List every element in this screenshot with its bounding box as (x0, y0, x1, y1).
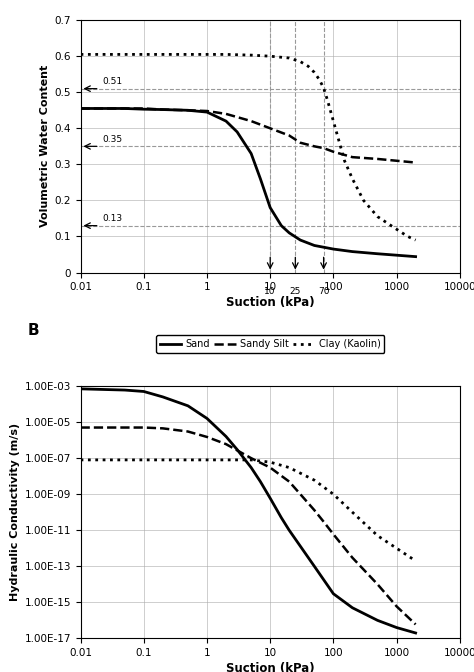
Text: 10: 10 (264, 287, 276, 296)
Y-axis label: Volumetric Water Content: Volumetric Water Content (40, 65, 50, 227)
Legend: Sand, Sandy Silt, Clay (Kaolin): Sand, Sandy Silt, Clay (Kaolin) (156, 335, 384, 353)
Text: 0.13: 0.13 (102, 214, 122, 224)
Text: 0.35: 0.35 (102, 135, 122, 144)
Text: 25: 25 (290, 287, 301, 296)
X-axis label: Suction (kPa): Suction (kPa) (226, 663, 314, 672)
Text: 70: 70 (318, 287, 329, 296)
Y-axis label: Hydraulic Conductivity (m/s): Hydraulic Conductivity (m/s) (10, 423, 20, 601)
Text: 0.51: 0.51 (102, 77, 122, 87)
Text: B: B (27, 323, 39, 338)
X-axis label: Suction (kPa): Suction (kPa) (226, 296, 314, 309)
